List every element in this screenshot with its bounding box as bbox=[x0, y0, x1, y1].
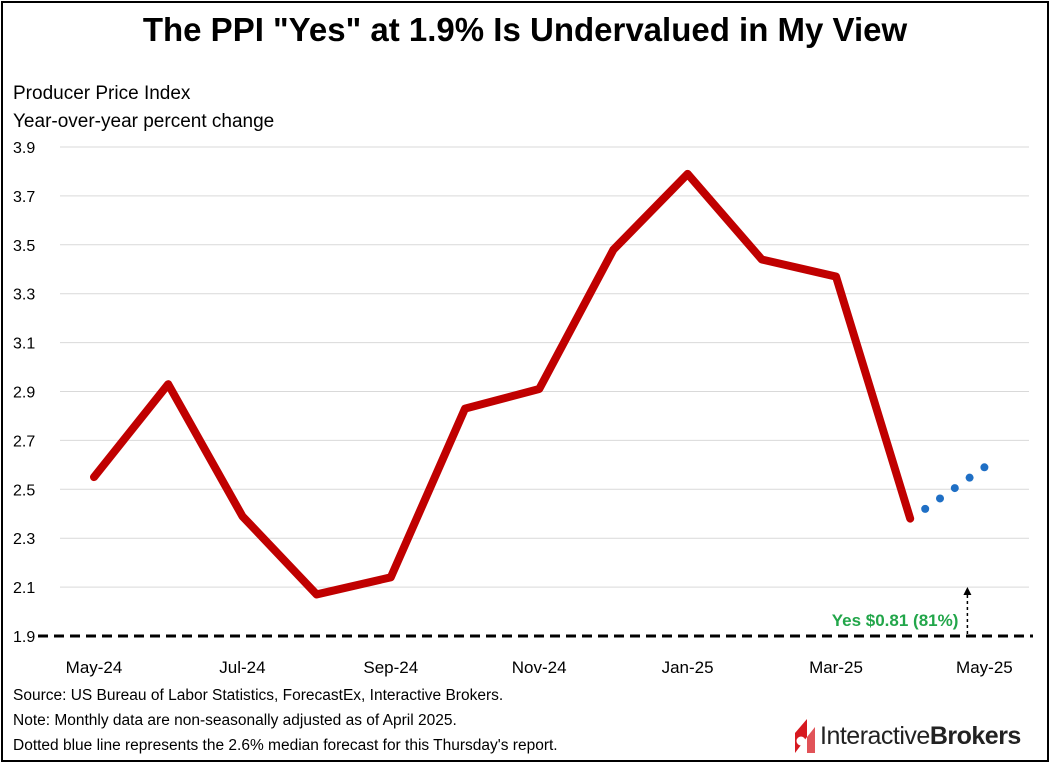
forecast-dot bbox=[965, 473, 974, 482]
ppi-data-point bbox=[241, 515, 243, 517]
source-note: Source: US Bureau of Labor Statistics, F… bbox=[13, 687, 504, 704]
annotation-group: Yes $0.81 (81%) bbox=[832, 587, 972, 634]
annotation-arrowhead-icon bbox=[963, 587, 972, 595]
y-tick-label: 2.5 bbox=[13, 482, 35, 499]
ppi-data-point bbox=[538, 388, 540, 390]
y-tick-label: 2.3 bbox=[13, 531, 35, 548]
chart-title: The PPI "Yes" at 1.9% Is Undervalued in … bbox=[142, 11, 908, 48]
logo-text-part1: Interactive bbox=[820, 722, 930, 750]
y-tick-label: 2.9 bbox=[13, 385, 35, 402]
logo-wordmark: InteractiveBrokers bbox=[820, 722, 1021, 751]
interactive-brokers-logo: InteractiveBrokers bbox=[793, 717, 1043, 757]
y-tick-label: 2.7 bbox=[13, 433, 35, 450]
ppi-data-point bbox=[464, 408, 466, 410]
ppi-data-point bbox=[93, 476, 95, 478]
x-axis-ticks: May-24 Jul-24 Sep-24 Nov-24 Jan-25 Mar-25 May-… bbox=[66, 658, 1013, 677]
annotation-label: Yes $0.81 (81%) bbox=[832, 611, 959, 630]
ppi-data-point bbox=[167, 383, 169, 385]
ppi-data-point bbox=[835, 276, 837, 278]
x-tick-label: Mar-25 bbox=[809, 658, 863, 677]
x-tick-label: Nov-24 bbox=[512, 658, 567, 677]
y-tick-label: 1.9 bbox=[13, 629, 35, 646]
y-tick-label: 3.7 bbox=[13, 189, 35, 206]
y-tick-label: 2.1 bbox=[13, 580, 35, 597]
ppi-actual-line bbox=[90, 169, 915, 599]
y-tick-label: 3.3 bbox=[13, 287, 35, 304]
logo-text-part2: Brokers bbox=[929, 722, 1022, 750]
logo-mark-icon bbox=[795, 719, 815, 753]
ppi-data-point bbox=[612, 249, 614, 251]
y-tick-label: 3.5 bbox=[13, 238, 35, 255]
forecast-dot bbox=[950, 484, 959, 493]
y-axis-title-line-2: Year-over-year percent change bbox=[13, 111, 275, 132]
ppi-data-point bbox=[761, 258, 763, 260]
x-tick-label: Jan-25 bbox=[662, 658, 714, 677]
forecast-note: Dotted blue line represents the 2.6% med… bbox=[13, 737, 558, 754]
forecast-dot bbox=[936, 494, 944, 503]
forecast-dot bbox=[980, 463, 989, 472]
y-axis-ticks: 1.9 2.1 2.3 2.5 2.7 2.9 3.1 3.3 3.5 3.7 3.9 bbox=[13, 140, 35, 646]
x-tick-label: Sep-24 bbox=[363, 658, 418, 677]
y-tick-label: 3.1 bbox=[13, 336, 35, 353]
gridlines bbox=[60, 146, 1029, 588]
x-tick-label: May-24 bbox=[66, 658, 123, 677]
x-tick-label: Jul-24 bbox=[219, 658, 265, 677]
line-chart: 1.9 2.1 2.3 2.5 2.7 2.9 3.1 3.3 3.5 3.7 3.9 May-24… bbox=[13, 140, 1033, 677]
series-group bbox=[90, 169, 989, 599]
data-note: Note: Monthly data are non-seasonally ad… bbox=[13, 712, 457, 729]
ppi-data-point bbox=[316, 593, 318, 595]
ppi-data-point bbox=[909, 518, 911, 520]
ppi-data-point bbox=[687, 173, 689, 175]
y-tick-label: 3.9 bbox=[13, 140, 35, 157]
y-axis-title-line-1: Producer Price Index bbox=[13, 83, 191, 104]
x-tick-label: May-25 bbox=[956, 658, 1013, 677]
ppi-data-point bbox=[390, 576, 392, 578]
forecast-dot bbox=[921, 504, 930, 513]
